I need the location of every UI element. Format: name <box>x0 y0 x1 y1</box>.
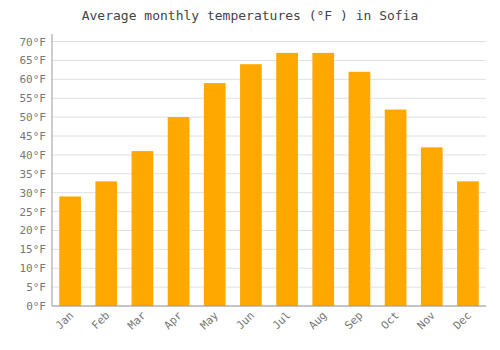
y-tick-label: 30°F <box>20 187 47 200</box>
bar <box>95 181 117 306</box>
x-tick-label: May <box>198 309 222 333</box>
bar <box>240 64 262 306</box>
x-tick-label: Dec <box>451 309 474 332</box>
x-tick-label: Apr <box>161 309 185 333</box>
bars <box>59 53 479 306</box>
grid-line <box>52 60 486 61</box>
bar <box>276 53 298 306</box>
x-tick-label: Jul <box>270 309 293 332</box>
bar <box>421 147 443 306</box>
y-axis-line <box>52 34 53 306</box>
grid-line <box>52 117 486 118</box>
x-tick-label: Oct <box>378 309 401 332</box>
y-axis: 0°F 5°F 10°F 15°F 20°F 25°F 30°F 35°F 40°F 45°F 50… <box>20 36 47 313</box>
y-tick-label: 5°F <box>26 281 46 294</box>
y-tick-label: 70°F <box>20 36 47 49</box>
x-tick-label: Aug <box>306 309 329 332</box>
y-tick-label: 50°F <box>20 111 47 124</box>
x-axis-line <box>52 306 486 307</box>
bar <box>385 110 407 306</box>
bar <box>168 117 190 306</box>
bar <box>132 151 154 306</box>
grid-line <box>52 79 486 80</box>
y-tick-label: 35°F <box>20 168 47 181</box>
y-tick-label: 55°F <box>20 92 47 105</box>
y-tick-label: 45°F <box>20 130 47 143</box>
x-tick-label: Sep <box>342 309 365 332</box>
title: Average monthly temperatures (°F ) in So… <box>82 8 419 23</box>
x-tick-label: Feb <box>89 309 112 332</box>
y-tick-label: 25°F <box>20 206 47 219</box>
x-tick-label: Mar <box>125 309 149 333</box>
y-tick-label: 0°F <box>26 300 46 313</box>
y-tick-label: 15°F <box>20 243 47 256</box>
x-tick-label: Jan <box>53 309 76 332</box>
y-tick-label: 60°F <box>20 73 47 86</box>
y-tick-label: 20°F <box>20 224 47 237</box>
y-tick-label: 40°F <box>20 149 47 162</box>
bar <box>204 83 226 306</box>
x-tick-label: Nov <box>415 309 439 333</box>
y-tick-label: 65°F <box>20 54 47 67</box>
chart-container: Average monthly temperatures (°F ) in So… <box>0 0 500 350</box>
grid-line <box>52 306 486 307</box>
grid-line <box>52 41 486 42</box>
grid <box>52 42 486 306</box>
chart: Average monthly temperatures (°F ) in So… <box>0 0 500 350</box>
x-tick-label: Jun <box>234 309 257 332</box>
bar <box>457 181 479 306</box>
grid-line <box>52 136 486 137</box>
bar <box>59 196 81 306</box>
x-axis: Jan Feb Mar Apr May Jun Jul Aug Sep Oct Nov Dec <box>53 309 474 333</box>
bar <box>349 72 371 306</box>
bar <box>312 53 334 306</box>
y-tick-label: 10°F <box>20 262 47 275</box>
grid-line <box>52 98 486 99</box>
